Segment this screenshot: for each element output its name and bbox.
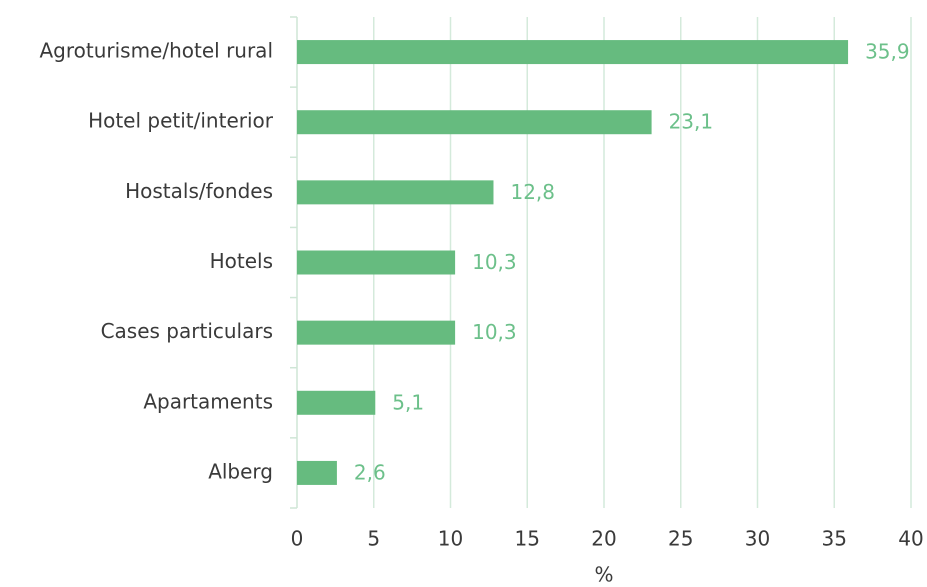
- y-tick-label: Hostals/fondes: [125, 179, 273, 203]
- value-label: 2,6: [354, 460, 386, 484]
- y-tick-label: Apartaments: [143, 389, 273, 413]
- y-tick-label: Cases particulars: [101, 319, 273, 343]
- bar: [297, 320, 456, 345]
- y-tick-label: Hotel petit/interior: [88, 109, 274, 133]
- x-tick-label: 5: [367, 527, 380, 551]
- x-tick-label: 40: [898, 527, 923, 551]
- x-tick-label: 15: [515, 527, 540, 551]
- x-tick-label: 25: [668, 527, 693, 551]
- y-tick-label: Alberg: [208, 459, 273, 483]
- x-tick-label: 30: [745, 527, 770, 551]
- value-label: 12,8: [510, 180, 555, 204]
- value-label: 23,1: [669, 110, 714, 134]
- bar: [297, 250, 456, 275]
- bar: [297, 460, 337, 485]
- value-label: 35,9: [865, 40, 910, 64]
- bar: [297, 180, 494, 205]
- y-tick-label: Agroturisme/hotel rural: [39, 39, 273, 63]
- bar: [297, 390, 376, 415]
- x-axis-label: %: [594, 563, 613, 587]
- bar: [297, 40, 849, 65]
- bar: [297, 110, 652, 135]
- value-label: 5,1: [392, 390, 424, 414]
- y-tick-label: Hotels: [210, 249, 273, 273]
- value-label: 10,3: [472, 250, 517, 274]
- value-label: 10,3: [472, 320, 517, 344]
- x-tick-label: 10: [438, 527, 463, 551]
- x-tick-label: 20: [591, 527, 616, 551]
- x-tick-label: 0: [291, 527, 304, 551]
- x-tick-label: 35: [822, 527, 847, 551]
